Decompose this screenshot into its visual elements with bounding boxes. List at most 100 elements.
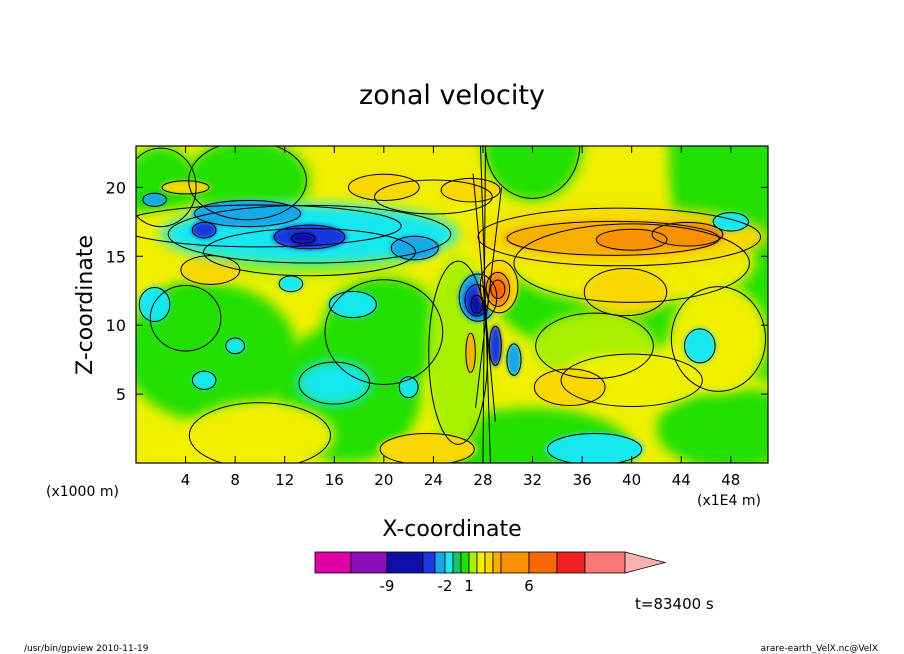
- field-region: [179, 254, 242, 286]
- y-axis: 5 10 15 20: [106, 178, 768, 404]
- contour-line: [291, 232, 316, 245]
- colorbar-tick-label: -2: [438, 577, 453, 595]
- field-region: [489, 325, 502, 367]
- y-tick-label: 15: [106, 247, 126, 266]
- field-region: [482, 146, 583, 202]
- contour-line: [506, 220, 720, 256]
- x-unit-left: (x1000 m): [46, 484, 119, 500]
- contour-line: [324, 279, 444, 385]
- contour-line: [472, 173, 496, 422]
- footer-left: /usr/bin/gpview 2010-11-19: [24, 644, 149, 654]
- field-region: [138, 286, 171, 323]
- time-label: t=83400 s: [635, 595, 714, 613]
- colorbar-segment: [452, 551, 462, 574]
- contour-line: [546, 433, 643, 463]
- contour-line: [535, 312, 654, 380]
- contour-line: [458, 273, 498, 322]
- y-tick-label: 5: [116, 385, 126, 404]
- colorbar-segment: [492, 551, 502, 574]
- contour-line: [328, 290, 377, 319]
- x-tick-label: 8: [230, 471, 240, 489]
- x-tick-label: 20: [374, 471, 393, 489]
- contour-line: [225, 337, 246, 355]
- contour-line: [488, 325, 502, 366]
- contour-line: [595, 228, 668, 251]
- field-region: [470, 294, 483, 315]
- x-tick-label: 12: [275, 471, 294, 489]
- field-blobs: [136, 0, 768, 463]
- contour-line: [651, 221, 724, 247]
- contour-line: [482, 146, 486, 463]
- field-region: [650, 221, 725, 247]
- colorbar-segment: [584, 551, 626, 574]
- field-region: [377, 432, 477, 463]
- x-tick-label: 36: [573, 471, 592, 489]
- contour-line: [138, 286, 171, 323]
- field-region: [279, 0, 465, 63]
- y-tick-label: 20: [106, 178, 126, 197]
- contour-line: [484, 146, 581, 199]
- colorbar-segment: [386, 551, 424, 574]
- colorbar-tick-label: -9: [380, 577, 395, 595]
- field-region: [683, 327, 716, 364]
- contour-line: [191, 370, 217, 390]
- y-tick-label: 10: [106, 316, 126, 335]
- colorbar-tick-label: 6: [524, 577, 534, 595]
- colorbar-segment: [460, 551, 470, 574]
- contour-line: [475, 187, 503, 408]
- contour-line: [712, 212, 749, 232]
- contour-line: [161, 180, 210, 195]
- x-tick-label: 24: [424, 471, 443, 489]
- field-region: [532, 367, 607, 407]
- footer-right: arare-earth_VelX.nc@VelX: [761, 644, 878, 654]
- contour-line: [298, 361, 371, 405]
- colorbar-segment: [314, 551, 352, 574]
- contour-line: [506, 343, 522, 376]
- x-tick-label: 40: [622, 471, 641, 489]
- colorbar-extension: [624, 551, 667, 574]
- contour-line: [684, 328, 716, 364]
- contour-line: [465, 332, 476, 373]
- field-region: [142, 192, 167, 207]
- contour-line: [167, 204, 452, 264]
- field-region: [191, 221, 217, 239]
- colorbar-segment: [476, 551, 486, 574]
- chart-title: zonal velocity: [359, 80, 545, 111]
- contour-line: [390, 235, 439, 261]
- x-tick-label: 28: [473, 471, 492, 489]
- contour-line: [428, 260, 489, 445]
- contour-line: [480, 146, 491, 463]
- field-region: [465, 332, 476, 374]
- x-tick-label: 4: [181, 471, 191, 489]
- colorbar-segment: [422, 551, 436, 574]
- colorbar: -9 -2 1 6: [314, 551, 667, 595]
- contour-line: [142, 192, 167, 207]
- field-region: [390, 235, 440, 261]
- plot-frame: [135, 145, 769, 464]
- contour-line: [470, 294, 484, 315]
- field-region: [328, 290, 378, 319]
- field-region: [656, 387, 768, 463]
- contour-line: [136, 204, 402, 248]
- contour-line: [374, 179, 493, 215]
- contour-line: [273, 224, 346, 250]
- x-tick-label: 32: [523, 471, 542, 489]
- contour-line: [583, 268, 668, 317]
- field-region: [506, 343, 522, 377]
- x-axis-label: X-coordinate: [382, 517, 521, 542]
- contour-line: [194, 199, 302, 228]
- x-tick-label: 48: [721, 471, 740, 489]
- field-region: [439, 177, 502, 203]
- colorbar-segment: [444, 551, 454, 574]
- contour-line: [513, 223, 750, 303]
- contour-line: [188, 402, 332, 463]
- x-unit-right: (x1E4 m): [697, 493, 761, 509]
- colorbar-segment: [434, 551, 446, 574]
- contour-line: [348, 173, 420, 201]
- colorbar-segment: [528, 551, 558, 574]
- field-region: [582, 267, 669, 317]
- field-region: [160, 180, 211, 195]
- field-region: [225, 337, 246, 355]
- contour-line: [670, 286, 767, 392]
- field-contours: [136, 146, 767, 463]
